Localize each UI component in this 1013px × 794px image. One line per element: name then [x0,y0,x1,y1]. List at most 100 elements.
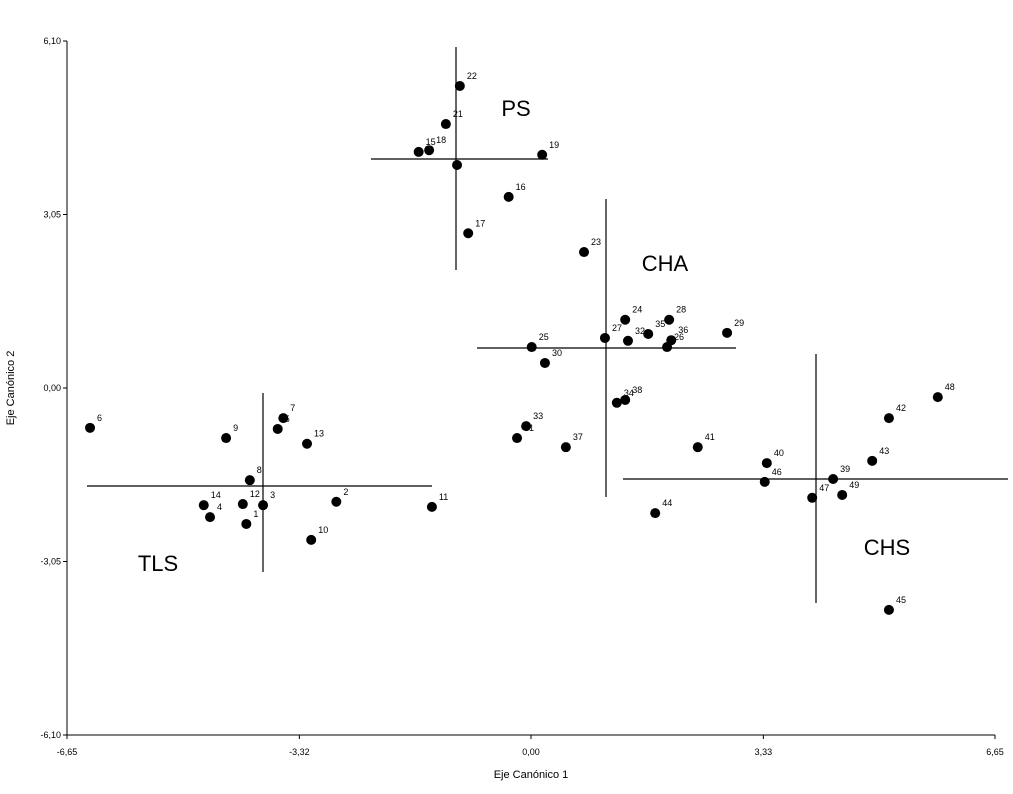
y-tick-label: -6,10 [40,730,61,740]
point [454,80,465,91]
point-label: 13 [314,429,324,439]
point-label: 21 [453,109,463,119]
point [643,328,654,339]
point-label: 22 [467,71,477,81]
point-label: 45 [896,595,906,605]
point-label: 41 [705,432,715,442]
point [205,512,216,523]
point [662,342,673,353]
point [537,149,548,160]
point-label: 7 [290,403,295,413]
point [664,314,675,325]
group-crosses [87,47,1008,603]
point [622,335,633,346]
point-label: 19 [549,140,559,150]
point-label: 33 [533,411,543,421]
point-label: 23 [591,237,601,247]
point [521,421,532,432]
point-label: 40 [774,448,784,458]
group-label: PS [501,96,530,121]
point [463,228,474,239]
point [807,492,818,503]
point-label: 9 [233,423,238,433]
point [306,534,317,545]
x-axis-label: Eje Canónico 1 [494,769,569,781]
point-label: 31 [524,423,534,433]
point [413,146,424,157]
point [241,518,252,529]
point-label: 5 [285,414,290,424]
point [650,508,661,519]
point [221,433,232,444]
point-label: 24 [632,305,642,315]
point-label: 35 [655,319,665,329]
point [503,191,514,202]
point [828,474,839,485]
point-label: 6 [97,413,102,423]
point-label: 12 [250,489,260,499]
point-label: 4 [217,502,222,512]
group-label: CHA [642,251,689,276]
point-label: 43 [879,446,889,456]
point [611,397,622,408]
point [331,496,342,507]
point [722,327,733,338]
point [837,489,848,500]
point-label: 25 [539,332,549,342]
point-label: 39 [840,464,850,474]
point [692,442,703,453]
point-label: 32 [635,326,645,336]
point [440,119,451,130]
point-label: 16 [516,182,526,192]
point-label: 8 [257,465,262,475]
point-label: 47 [819,483,829,493]
point-label: 44 [662,498,672,508]
point-label: 42 [896,403,906,413]
point [620,314,631,325]
point [526,342,537,353]
point [883,413,894,424]
point-label: 10 [318,525,328,535]
x-tick-label: 6,65 [986,747,1004,757]
y-tick-label: 6,10 [43,36,61,46]
x-tick-label: 3,33 [755,747,773,757]
point [258,500,269,511]
y-axis-label: Eje Canónico 2 [5,351,17,426]
point [424,145,435,156]
point-label: 49 [849,480,859,490]
point [512,433,523,444]
point [759,476,770,487]
point [272,423,283,434]
point [452,160,463,171]
point-label: 30 [552,348,562,358]
point [579,247,590,258]
point-label: 38 [632,385,642,395]
point [560,442,571,453]
point-label: 46 [772,467,782,477]
point-label: 1 [253,509,258,519]
y-tick-label: -3,05 [40,557,61,567]
point [198,500,209,511]
point-label: 36 [678,325,688,335]
point [932,392,943,403]
point-label: 34 [624,388,634,398]
group-label: TLS [138,551,178,576]
point [867,455,878,466]
group-label: CHS [864,535,910,560]
point-label: 29 [734,318,744,328]
point-label: 37 [573,432,583,442]
point [244,475,255,486]
point-label: 15 [426,137,436,147]
point-label: 17 [475,218,485,228]
x-tick-label: -6,65 [57,747,78,757]
point-label: 48 [945,382,955,392]
point [278,413,289,424]
point [426,501,437,512]
point [620,394,631,405]
point-label: 11 [439,492,448,502]
point-label: 14 [211,490,221,500]
point [539,357,550,368]
point-label: 18 [436,135,446,145]
y-tick-label: 0,00 [43,383,61,393]
